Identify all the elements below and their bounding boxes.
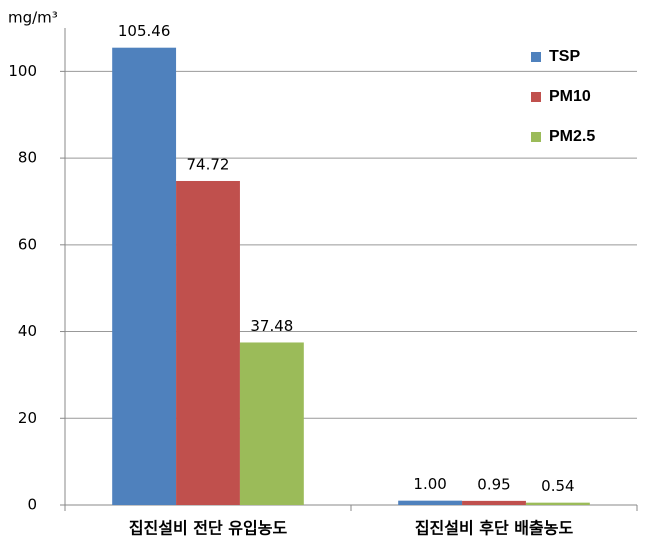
x-tick-label: 집진설비 후단 배출농도 (415, 519, 574, 538)
legend-label: PM10 (549, 88, 591, 105)
bar (525, 502, 590, 505)
legend-swatch (531, 132, 541, 142)
data-label: 74.72 (187, 155, 230, 173)
y-tick-label: 20 (18, 409, 37, 427)
data-label: 0.54 (541, 477, 574, 495)
data-label: 1.00 (413, 475, 446, 493)
y-tick-label: 0 (27, 496, 37, 514)
data-label: 105.46 (118, 22, 171, 40)
bar (112, 47, 177, 505)
bar (398, 500, 463, 505)
legend-label: TSP (549, 48, 580, 65)
legend-swatch (531, 92, 541, 102)
legend-swatch (531, 52, 541, 62)
y-axis-label: mg/m³ (8, 9, 58, 27)
bar (239, 342, 304, 505)
x-tick-label: 집진설비 전단 유입농도 (129, 519, 288, 538)
data-label: 0.95 (477, 475, 510, 493)
y-tick-label: 100 (8, 62, 37, 80)
bar (176, 180, 240, 505)
y-tick-label: 60 (18, 235, 37, 253)
legend-label: PM2.5 (549, 128, 595, 145)
data-label: 37.48 (250, 317, 293, 335)
y-tick-label: 40 (18, 322, 37, 340)
bar (462, 500, 526, 505)
y-tick-label: 80 (18, 149, 37, 167)
